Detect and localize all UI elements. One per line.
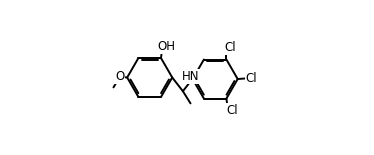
Text: HN: HN bbox=[182, 70, 200, 83]
Text: OH: OH bbox=[158, 40, 176, 53]
Text: Cl: Cl bbox=[226, 104, 237, 117]
Text: Cl: Cl bbox=[224, 41, 236, 54]
Text: O: O bbox=[115, 70, 125, 83]
Text: Cl: Cl bbox=[246, 72, 257, 85]
